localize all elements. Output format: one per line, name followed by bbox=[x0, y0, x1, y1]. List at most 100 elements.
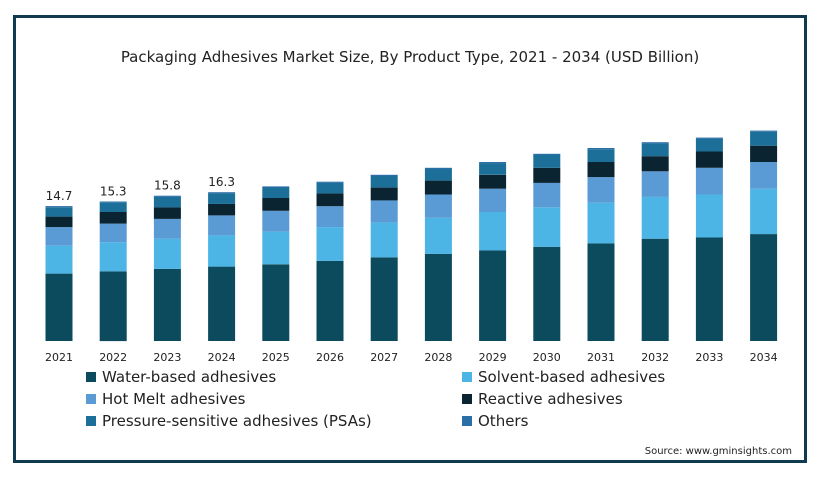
bar-segment-2026-4 bbox=[316, 182, 344, 194]
bar-segment-2022-0 bbox=[99, 271, 127, 342]
bar-segment-2022-4 bbox=[99, 202, 127, 212]
bar-segment-2024-2 bbox=[208, 215, 236, 236]
bar-segment-2026-2 bbox=[316, 206, 344, 228]
bar-segment-2032-4 bbox=[641, 143, 669, 157]
bar-segment-2025-3 bbox=[262, 198, 290, 211]
bar-segment-2023-2 bbox=[153, 218, 181, 239]
x-tick-label: 2026 bbox=[316, 351, 344, 364]
legend-label: Water-based adhesives bbox=[102, 368, 276, 386]
source-note: Source: www.gminsights.com bbox=[645, 446, 792, 457]
legend: Water-based adhesives Solvent-based adhes… bbox=[86, 368, 665, 430]
bar-segment-2032-0 bbox=[641, 238, 669, 341]
bar-segment-2030-4 bbox=[533, 155, 561, 168]
bar-segment-2021-3 bbox=[45, 216, 73, 228]
bar-segment-2023-4 bbox=[153, 196, 181, 208]
legend-label: Others bbox=[478, 412, 529, 430]
bar-segment-2032-3 bbox=[641, 156, 669, 172]
x-tick-label: 2028 bbox=[424, 351, 452, 364]
bar-segment-2022-3 bbox=[99, 212, 127, 224]
bar-segment-2023-5 bbox=[153, 195, 181, 197]
bar-segment-2024-3 bbox=[208, 203, 236, 216]
data-labels: 14.7 15.3 15.8 16.3 bbox=[46, 175, 235, 203]
bar-segment-2023-3 bbox=[153, 207, 181, 219]
x-tick-label: 2030 bbox=[533, 351, 561, 364]
x-tick-label: 2033 bbox=[695, 351, 723, 364]
bar-segment-2030-2 bbox=[533, 182, 561, 208]
bar-segment-2034-5 bbox=[750, 130, 778, 132]
bar-segment-2027-0 bbox=[370, 257, 398, 341]
legend-swatch bbox=[462, 394, 472, 404]
legend-swatch bbox=[86, 372, 96, 382]
bar-segment-2030-0 bbox=[533, 246, 561, 341]
bar-segment-2034-1 bbox=[750, 188, 778, 234]
bar-segment-2034-2 bbox=[750, 162, 778, 189]
x-tick-label: 2031 bbox=[587, 351, 615, 364]
x-tick-label: 2029 bbox=[479, 351, 507, 364]
bar-segment-2030-1 bbox=[533, 207, 561, 247]
bar-segment-2025-5 bbox=[262, 186, 290, 188]
bar-segment-2026-1 bbox=[316, 227, 344, 261]
bars-group bbox=[45, 130, 778, 342]
bar-segment-2029-4 bbox=[479, 163, 507, 175]
legend-swatch bbox=[86, 416, 96, 426]
bar-segment-2026-3 bbox=[316, 193, 344, 207]
data-label: 15.3 bbox=[100, 185, 127, 199]
bar-segment-2023-1 bbox=[153, 238, 181, 269]
bar-segment-2024-4 bbox=[208, 193, 236, 204]
bar-segment-2025-0 bbox=[262, 264, 290, 341]
bar-segment-2024-0 bbox=[208, 266, 236, 341]
legend-swatch bbox=[86, 394, 96, 404]
data-label: 15.8 bbox=[154, 179, 181, 193]
bar-segment-2025-4 bbox=[262, 187, 290, 198]
bar-segment-2027-1 bbox=[370, 222, 398, 258]
bar-segment-2030-3 bbox=[533, 167, 561, 183]
bar-segment-2021-4 bbox=[45, 207, 73, 217]
x-tick-label: 2021 bbox=[45, 351, 73, 364]
x-tick-label: 2024 bbox=[208, 351, 236, 364]
bar-segment-2025-2 bbox=[262, 210, 290, 232]
bar-segment-2028-3 bbox=[424, 180, 452, 195]
bar-segment-2029-5 bbox=[479, 162, 507, 164]
bar-segment-2031-5 bbox=[587, 148, 615, 150]
bar-segment-2027-3 bbox=[370, 187, 398, 201]
bar-segment-2025-1 bbox=[262, 231, 290, 265]
bar-segment-2022-5 bbox=[99, 201, 127, 203]
bar-segment-2027-2 bbox=[370, 200, 398, 223]
bar-segment-2028-0 bbox=[424, 253, 452, 341]
bar-segment-2031-0 bbox=[587, 243, 615, 341]
bar-segment-2032-1 bbox=[641, 196, 669, 239]
bar-segment-2027-4 bbox=[370, 175, 398, 188]
bar-segment-2028-1 bbox=[424, 217, 452, 254]
bar-segment-2033-3 bbox=[695, 151, 723, 168]
bar-segment-2031-2 bbox=[587, 177, 615, 203]
x-tick-label: 2027 bbox=[370, 351, 398, 364]
bar-segment-2027-5 bbox=[370, 174, 398, 176]
bar-segment-2024-1 bbox=[208, 235, 236, 267]
x-tick-label: 2025 bbox=[262, 351, 290, 364]
legend-label: Hot Melt adhesives bbox=[102, 390, 246, 408]
bar-segment-2028-5 bbox=[424, 167, 452, 169]
bar-segment-2034-0 bbox=[750, 234, 778, 341]
bar-segment-2022-2 bbox=[99, 223, 127, 243]
bar-segment-2033-2 bbox=[695, 167, 723, 195]
bar-segment-2030-5 bbox=[533, 153, 561, 155]
legend-label: Reactive adhesives bbox=[478, 390, 623, 408]
bar-segment-2034-3 bbox=[750, 145, 778, 162]
chart-frame bbox=[13, 15, 807, 463]
bar-segment-2026-5 bbox=[316, 181, 344, 183]
bar-segment-2031-3 bbox=[587, 162, 615, 178]
bar-segment-2021-0 bbox=[45, 273, 73, 341]
bar-segment-2029-3 bbox=[479, 174, 507, 189]
bar-segment-2032-5 bbox=[641, 142, 669, 144]
bar-segment-2029-1 bbox=[479, 212, 507, 251]
data-label: 16.3 bbox=[208, 175, 235, 189]
x-tick-label: 2022 bbox=[99, 351, 127, 364]
bar-segment-2033-4 bbox=[695, 138, 723, 152]
legend-swatch bbox=[462, 372, 472, 382]
legend-swatch bbox=[462, 416, 472, 426]
chart-title: Packaging Adhesives Market Size, By Prod… bbox=[121, 48, 699, 66]
bar-segment-2026-0 bbox=[316, 260, 344, 341]
x-axis-ticks: 2021 2022 2023 2024 2025 2026 2027 2028 2029 2030… bbox=[45, 351, 778, 364]
x-tick-label: 2032 bbox=[641, 351, 669, 364]
